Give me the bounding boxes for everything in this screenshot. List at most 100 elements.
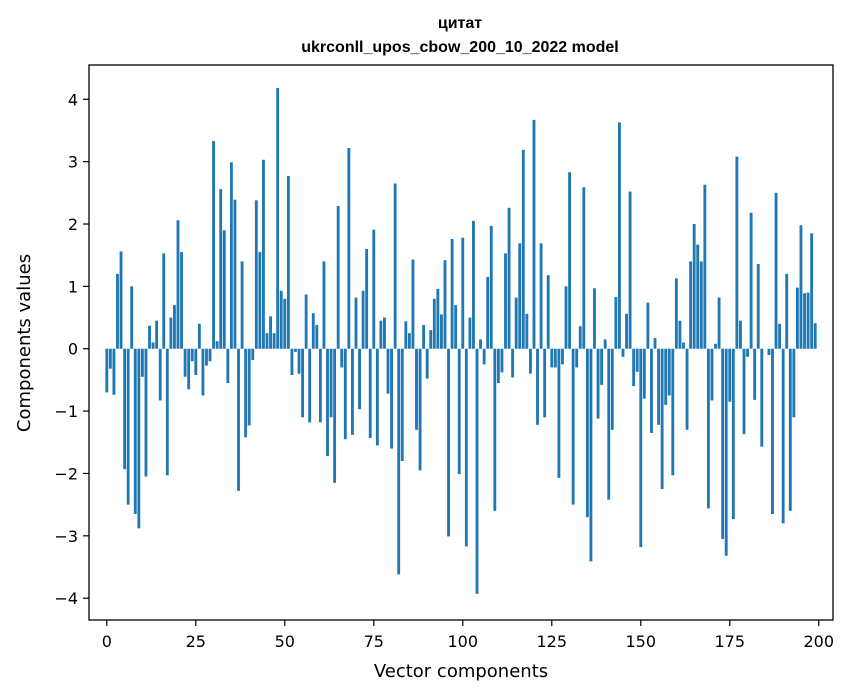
bar — [639, 348, 643, 548]
bar — [418, 348, 422, 471]
bar — [528, 348, 532, 374]
bar — [514, 297, 518, 349]
bar — [208, 348, 212, 362]
bar — [276, 88, 280, 349]
plot-frame — [88, 64, 834, 621]
bar — [201, 348, 205, 396]
bar — [425, 348, 429, 379]
bar — [724, 348, 728, 556]
bar — [290, 348, 294, 375]
bar — [340, 348, 344, 368]
bar — [511, 348, 515, 378]
bar — [272, 333, 276, 349]
bar — [525, 313, 529, 349]
bar — [771, 348, 774, 514]
bar — [226, 348, 230, 384]
bar — [386, 348, 390, 394]
chart-title-line-2: ukrconll_upos_cbow_200_10_2022 model — [301, 39, 618, 56]
bar — [343, 348, 347, 440]
bar — [432, 298, 436, 349]
bar — [415, 348, 418, 430]
bar — [614, 296, 618, 349]
bar — [183, 348, 187, 377]
bar — [699, 261, 703, 349]
bar — [635, 348, 639, 372]
y-tick-label: −4 — [54, 589, 78, 608]
x-tick-label: 0 — [102, 632, 112, 651]
bar — [105, 348, 109, 393]
bar — [215, 341, 219, 349]
bar — [625, 313, 628, 349]
x-axis-ticks: 0 25 50 75 100 125 150 175 200 — [102, 620, 834, 651]
bar — [411, 259, 415, 349]
bar — [162, 253, 166, 349]
bar — [667, 348, 671, 396]
bar — [753, 348, 757, 400]
bar — [532, 119, 536, 349]
bar — [365, 248, 369, 349]
bar — [294, 348, 297, 352]
bar — [593, 288, 596, 349]
bar — [407, 333, 411, 349]
bar-series — [105, 88, 817, 594]
bar — [571, 348, 575, 505]
y-tick-label: −3 — [54, 527, 78, 546]
bar — [504, 253, 507, 349]
bar — [222, 230, 226, 349]
bar — [400, 348, 404, 461]
bar — [358, 348, 361, 410]
bar — [692, 224, 696, 349]
bar — [479, 339, 483, 349]
y-axis-ticks: −4 −3 −2 −1 0 1 2 3 4 — [54, 90, 89, 608]
bar — [496, 348, 500, 384]
bar — [311, 313, 315, 349]
bar — [133, 348, 137, 514]
bar — [706, 348, 710, 509]
bar — [685, 348, 689, 430]
bar — [564, 286, 568, 349]
y-tick-label: 3 — [68, 153, 78, 172]
bar — [518, 243, 522, 349]
y-tick-label: −2 — [54, 464, 78, 483]
bar — [610, 348, 614, 430]
bar — [212, 141, 216, 349]
bar — [803, 293, 806, 349]
bar — [632, 348, 636, 387]
x-tick-label: 175 — [714, 632, 745, 651]
bar — [229, 162, 233, 349]
bar — [190, 348, 194, 362]
bar — [578, 326, 582, 349]
bar — [436, 288, 440, 349]
bar — [696, 244, 700, 349]
bar — [689, 261, 693, 349]
bar — [642, 348, 646, 399]
bar — [650, 348, 653, 433]
bar — [760, 348, 764, 447]
bar — [617, 122, 621, 349]
bar — [393, 183, 397, 349]
x-tick-label: 75 — [364, 632, 384, 651]
x-tick-label: 25 — [186, 632, 206, 651]
bar — [628, 191, 632, 349]
bar — [678, 320, 682, 349]
bar — [774, 192, 778, 349]
bar — [240, 261, 244, 349]
bar — [194, 348, 198, 375]
bar — [397, 348, 401, 575]
bar — [333, 348, 337, 483]
bar — [158, 348, 162, 401]
bar — [269, 316, 272, 349]
bar — [536, 348, 539, 425]
bar — [799, 225, 803, 349]
bar — [368, 348, 372, 438]
bar — [795, 287, 799, 349]
bar — [422, 325, 426, 349]
bar — [806, 292, 810, 349]
bar — [137, 348, 141, 529]
bar — [233, 199, 237, 349]
bar — [585, 348, 589, 518]
bar — [361, 290, 365, 349]
bar — [404, 321, 408, 349]
bar — [507, 207, 511, 349]
bar — [148, 325, 151, 349]
